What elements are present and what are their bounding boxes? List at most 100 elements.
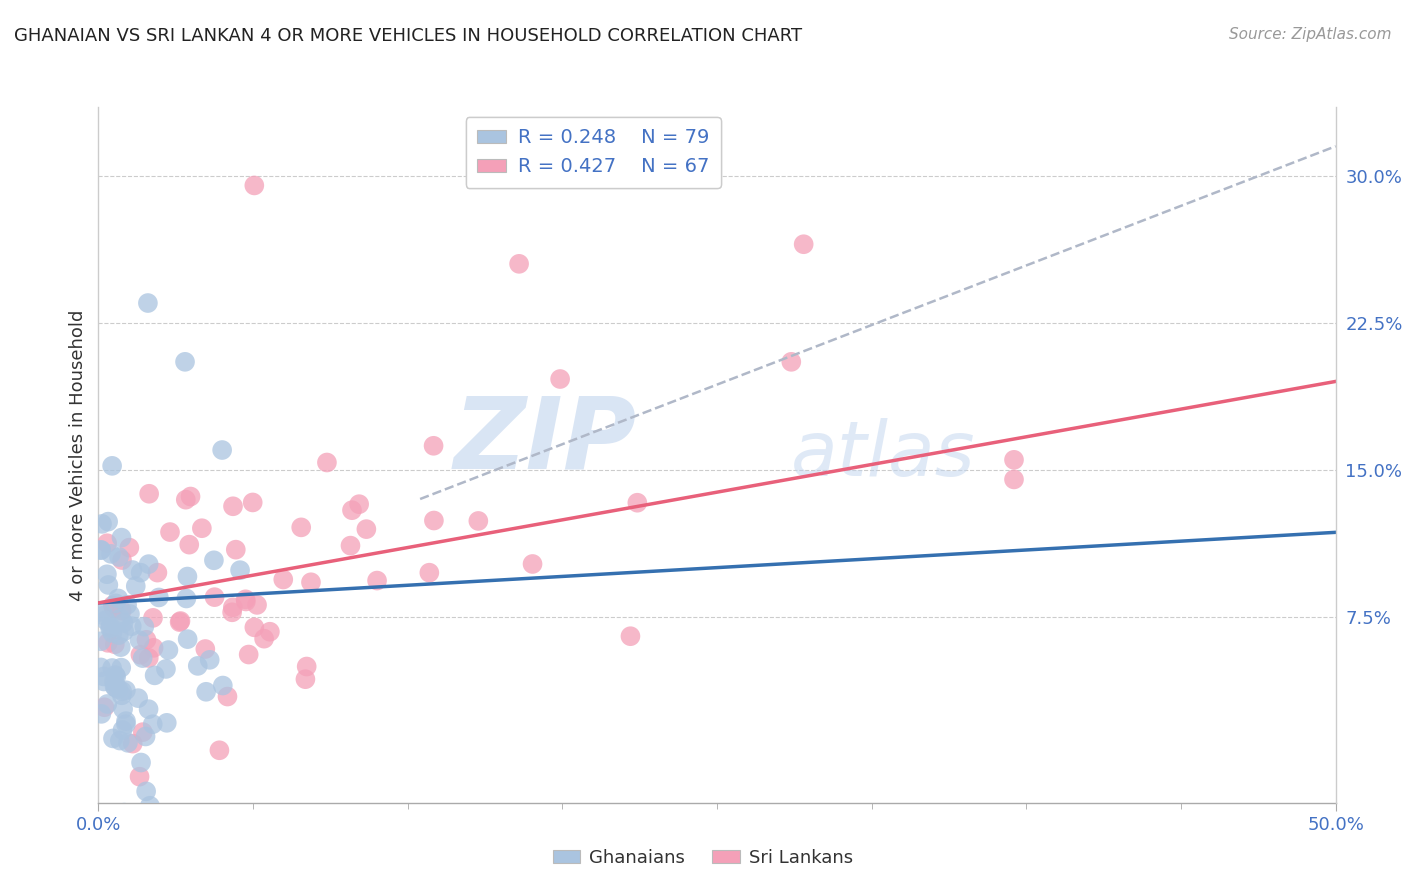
Point [422,439,444,453]
Point [242,495,264,509]
Point [356,522,378,536]
Point [128,633,150,648]
Point [107,682,129,697]
Point [195,685,218,699]
Point [221,605,243,619]
Y-axis label: 4 or more Vehicles in Household: 4 or more Vehicles in Household [69,310,87,600]
Point [121,619,143,633]
Point [111,723,134,737]
Point [105,670,128,684]
Point [97,578,120,592]
Point [169,614,191,628]
Point [101,626,124,640]
Point [90,543,112,558]
Point [243,620,266,634]
Point [143,668,166,682]
Point [129,648,152,662]
Point [619,629,641,643]
Point [176,569,198,583]
Point [107,628,129,642]
Point [191,521,214,535]
Point [111,684,134,698]
Point [107,591,129,606]
Point [90,543,112,558]
Point [243,178,266,193]
Point [176,591,198,606]
Point [136,296,159,310]
Point [131,651,153,665]
Point [138,702,160,716]
Point [97,515,120,529]
Point [101,731,124,746]
Point [259,624,281,639]
Point [97,636,120,650]
Point [211,679,233,693]
Point [316,456,339,470]
Text: atlas: atlas [792,418,976,491]
Point [271,573,294,587]
Point [110,660,132,674]
Point [1002,452,1025,467]
Point [174,355,197,369]
Point [159,524,181,539]
Point [96,697,118,711]
Point [157,643,180,657]
Point [121,737,143,751]
Point [96,536,118,550]
Point [104,668,127,682]
Point [626,496,648,510]
Point [508,257,530,271]
Point [93,700,115,714]
Point [142,640,165,655]
Point [238,648,260,662]
Point [128,770,150,784]
Point [418,566,440,580]
Point [115,717,138,731]
Point [91,516,114,531]
Point [198,653,221,667]
Point [112,702,135,716]
Point [180,490,202,504]
Point [142,611,165,625]
Point [467,514,489,528]
Point [110,640,132,654]
Point [235,594,257,608]
Point [94,613,117,627]
Point [132,725,155,739]
Point [93,669,115,683]
Point [96,567,118,582]
Point [202,553,225,567]
Point [101,458,124,473]
Point [93,608,115,623]
Point [115,714,138,728]
Point [217,690,239,704]
Point [169,615,191,629]
Point [104,596,127,610]
Point [110,611,132,625]
Point [103,601,125,615]
Point [98,621,121,635]
Point [179,538,201,552]
Point [235,592,257,607]
Point [522,557,544,571]
Legend: R = 0.248    N = 79, R = 0.427    N = 67: R = 0.248 N = 79, R = 0.427 N = 67 [465,117,721,188]
Point [174,492,197,507]
Point [138,487,160,501]
Point [204,590,226,604]
Point [211,443,233,458]
Text: Source: ZipAtlas.com: Source: ZipAtlas.com [1229,27,1392,42]
Point [138,557,160,571]
Point [111,604,134,618]
Point [100,547,122,561]
Point [290,520,312,534]
Point [148,591,170,605]
Point [90,634,112,648]
Point [366,574,388,588]
Point [156,715,179,730]
Point [299,575,322,590]
Point [222,500,245,514]
Point [100,619,122,633]
Point [1002,472,1025,486]
Point [108,733,131,747]
Point [176,632,198,647]
